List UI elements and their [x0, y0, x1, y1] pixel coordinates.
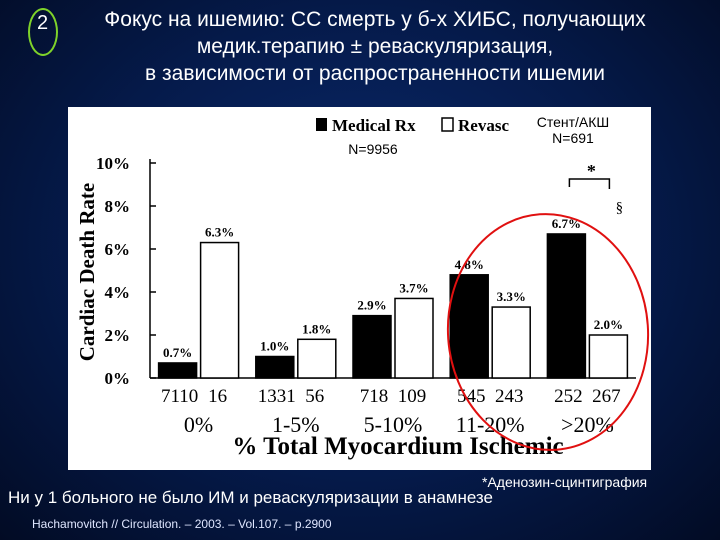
n-label: 545: [457, 386, 486, 407]
data-label: 6.7%: [552, 216, 581, 231]
data-label: 6.3%: [205, 225, 234, 240]
y-tick-label: 6%: [105, 240, 131, 259]
bar-revasc: [199, 241, 240, 379]
bar-revasc: [491, 306, 531, 379]
n-label: 718: [360, 386, 389, 407]
footnote: *Аденозин-сцинтиграфия: [482, 474, 648, 490]
data-label: 1.8%: [302, 321, 331, 336]
significance-section: §: [616, 200, 624, 216]
n-label: 16: [208, 386, 227, 407]
legend-swatch-revasc: [441, 117, 454, 132]
bar-medical: [255, 355, 295, 379]
y-tick-label: 8%: [105, 197, 131, 216]
n-label: 56: [305, 386, 324, 407]
bar-revasc: [297, 338, 337, 379]
bar-chart: 0% 2% 4% 6% 8% 10% Cardiac Death Rate 0.7% 7110 6…: [75, 114, 650, 460]
data-label: 3.3%: [497, 289, 526, 304]
bar-medical: [449, 274, 489, 379]
x-axis-label: % Total Myocardium Ischemic: [232, 433, 563, 460]
n-total-label: N=9956: [348, 141, 398, 157]
stent-n-label: N=691: [552, 130, 594, 146]
x-tick-label: 1-5%: [272, 412, 320, 437]
title-line-1: Фокус на ишемию: СС смерть у б-х ХИБС, п…: [104, 8, 646, 31]
legend-label-revasc: Revasc: [458, 116, 509, 135]
n-label: 1331: [258, 386, 296, 407]
data-label: 4.8%: [455, 257, 484, 272]
x-tick-label: 11-20%: [456, 412, 525, 437]
significance-star: *: [587, 161, 596, 181]
x-tick-label: >20%: [561, 412, 614, 437]
n-label: 243: [495, 386, 524, 407]
bar-medical: [546, 233, 587, 379]
data-label: 1.0%: [260, 339, 289, 354]
highlight-ellipse: [446, 213, 650, 451]
bar-medical: [352, 314, 392, 379]
x-tick-label: 5-10%: [364, 412, 423, 437]
data-label: 3.7%: [399, 280, 428, 295]
legend-swatch-medical: [316, 118, 327, 131]
n-label: 109: [398, 386, 427, 407]
data-label: 2.0%: [594, 317, 623, 332]
title-line-2: медик.терапию ± реваскуляризация,: [196, 35, 554, 58]
data-label: 2.9%: [357, 298, 386, 313]
y-axis-label: Cardiac Death Rate: [75, 183, 99, 361]
slide-title: Фокус на ишемию: СС смерть у б-х ХИБС, п…: [40, 6, 710, 87]
title-line-3: в зависимости от распространенности ишем…: [145, 62, 605, 85]
bar-medical: [157, 362, 198, 379]
stent-label: Стент/АКШ: [537, 114, 610, 130]
bar-revasc: [394, 297, 434, 379]
chart-panel: 0% 2% 4% 6% 8% 10% Cardiac Death Rate 0.7% 7110 6…: [68, 107, 651, 470]
note-text: Ни у 1 больного не было ИМ и реваскуляри…: [8, 488, 493, 507]
y-tick-label: 4%: [105, 283, 131, 302]
legend-label-medical: Medical Rx: [332, 116, 416, 135]
x-tick-label: 0%: [184, 412, 213, 437]
n-label: 252: [554, 386, 583, 407]
n-label: 7110: [161, 386, 198, 407]
bar-revasc: [588, 334, 629, 379]
slide-number-circle: 2: [28, 8, 58, 56]
data-label: 0.7%: [163, 345, 192, 360]
slide-number: 2: [37, 12, 49, 34]
significance-bracket: [568, 178, 611, 189]
y-tick-label: 2%: [105, 326, 131, 345]
y-tick-label: 0%: [105, 369, 131, 388]
citation: Hachamovitch // Circulation. – 2003. – V…: [32, 517, 332, 531]
y-tick-label: 10%: [96, 154, 130, 173]
n-label: 267: [592, 386, 621, 407]
